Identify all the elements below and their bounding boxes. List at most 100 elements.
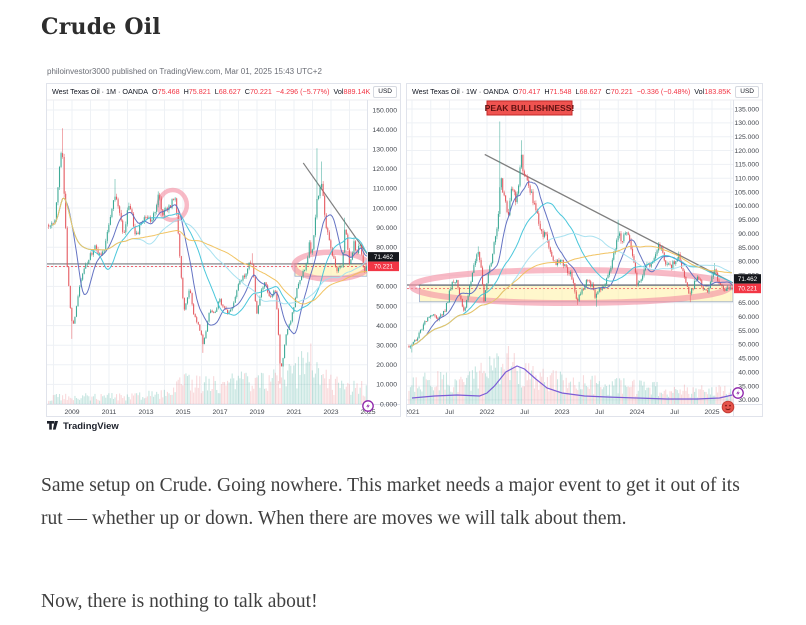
candlestick-layer — [408, 121, 733, 353]
svg-text:70.221: 70.221 — [738, 286, 758, 293]
snapshot-attribution: philoinvestor3000 published on TradingVi… — [47, 67, 322, 76]
y-axis-tick-label: 55.000 — [738, 328, 759, 335]
legend-text: O — [151, 87, 158, 96]
y-axis-tick-label: 110.000 — [735, 176, 759, 183]
axis-layer: 30.000 35.000 40.000 45.000 50.000 55.000 60.0… — [407, 99, 762, 416]
legend-text: O — [512, 87, 519, 96]
y-axis-tick-label: 130.000 — [372, 147, 397, 154]
legend-text: 68.627 — [579, 87, 602, 96]
legend-text: 75.821 — [188, 87, 211, 96]
price-axis-badge: 71.462 — [368, 252, 399, 262]
x-axis-tick-label: 2022 — [479, 409, 494, 416]
y-axis-tick-label: 90.000 — [376, 225, 397, 232]
tradingview-logo-icon — [47, 421, 58, 430]
legend-text: −0.336 (−0.48%) — [636, 87, 691, 96]
legend-text: L — [214, 87, 219, 96]
y-axis-tick-label: 115.000 — [735, 162, 759, 169]
x-axis-tick-label: Jul — [670, 409, 679, 416]
legend-text: 70.417 — [518, 87, 541, 96]
volume-layer — [408, 345, 733, 404]
y-axis-tick-label: 35.000 — [738, 383, 759, 390]
legend-text: 71.548 — [549, 87, 572, 96]
bolt-sticker-icon — [362, 400, 374, 412]
legend-text: L — [575, 87, 580, 96]
legend-text: Vol — [694, 87, 705, 96]
price-axis-badge: 71.462 — [734, 274, 761, 284]
y-axis-tick-label: 30.000 — [376, 343, 397, 350]
legend-text: Vol — [333, 87, 344, 96]
y-axis-tick-label: 105.000 — [734, 189, 759, 196]
x-axis-tick-label: 2023 — [323, 409, 338, 416]
x-axis-tick-label: 2019 — [249, 409, 264, 416]
tradingview-watermark: TradingView — [47, 421, 119, 432]
y-axis-tick-label: 95.000 — [738, 217, 759, 224]
y-axis-tick-label: 110.000 — [373, 186, 397, 193]
y-axis-tick-label: 40.000 — [738, 369, 759, 376]
y-axis-tick-label: 85.000 — [738, 245, 759, 252]
x-axis-tick-label: 2023 — [554, 409, 569, 416]
y-axis-tick-label: 135.000 — [734, 106, 759, 113]
svg-text:70.221: 70.221 — [374, 264, 394, 271]
x-axis-tick-label: Jul — [445, 409, 454, 416]
volume-layer — [48, 343, 367, 404]
legend-text: 889.14K — [343, 87, 371, 96]
y-axis-tick-label: 100.000 — [372, 205, 397, 212]
article-paragraph-2: Now, there is nothing to talk about! — [41, 591, 318, 612]
x-axis-tick-label: 2009 — [64, 409, 79, 416]
currency-label: USD — [373, 86, 397, 98]
face-sticker-icon — [721, 400, 735, 414]
y-axis-tick-label: 45.000 — [738, 356, 759, 363]
legend-text: C — [605, 87, 611, 96]
x-axis-tick-label: 2015 — [175, 409, 190, 416]
monthly-chart-legend: West Texas Oil · 1M · OANDA O75.468 H75.82… — [52, 87, 370, 96]
y-axis-tick-label: 130.000 — [734, 120, 759, 127]
y-axis-tick-label: 30.000 — [738, 397, 759, 404]
currency-label: USD — [735, 86, 759, 98]
legend-text: 183.85K — [704, 87, 732, 96]
y-axis-tick-label: 0.000 — [380, 401, 397, 408]
y-axis-tick-label: 100.000 — [734, 203, 759, 210]
weekly-chart-panel: West Texas Oil · 1W · OANDA O70.417 H71.54… — [406, 83, 763, 417]
legend-text: H — [183, 87, 189, 96]
axis-layer: 0.000 10.000 20.000 30.000 40.000 50.000 60.00… — [47, 99, 400, 416]
legend-text: 70.221 — [249, 87, 272, 96]
price-axis-badge: 70.221 — [368, 261, 399, 272]
y-axis-tick-label: 120.000 — [734, 148, 759, 155]
price-axis-badge: 70.221 — [734, 283, 761, 294]
annotation-over-layer — [47, 162, 367, 282]
legend-text: West Texas Oil · 1M · OANDA — [52, 87, 148, 96]
weekly-chart-svg: 30.000 35.000 40.000 45.000 50.000 55.000 60.0… — [407, 99, 762, 416]
y-axis-tick-label: 90.000 — [738, 231, 759, 238]
chart-snapshot-image[interactable]: philoinvestor3000 published on TradingVi… — [44, 62, 766, 440]
moving-average-layer — [51, 197, 367, 335]
y-axis-tick-label: 65.000 — [738, 300, 759, 307]
peak-bullishness-label: PEAK BULLISHNESS! — [485, 100, 575, 116]
moving-average-layer — [411, 181, 733, 347]
legend-text: West Texas Oil · 1W · OANDA — [412, 87, 509, 96]
svg-text:71.462: 71.462 — [374, 254, 394, 261]
y-axis-tick-label: 125.000 — [734, 134, 759, 141]
legend-text: C — [244, 87, 250, 96]
svg-text:PEAK BULLISHNESS!: PEAK BULLISHNESS! — [485, 103, 575, 113]
x-axis-tick-label: Jul — [595, 409, 604, 416]
x-axis-tick-label: 2024 — [629, 409, 644, 416]
x-axis-tick-label: 2021 — [286, 409, 301, 416]
y-axis-tick-label: 20.000 — [376, 362, 397, 369]
x-axis-tick-label: 2021 — [407, 409, 420, 416]
page-title: Crude Oil — [41, 14, 161, 40]
y-axis-tick-label: 120.000 — [372, 166, 397, 173]
grid-layer — [407, 100, 733, 404]
y-axis-tick-label: 80.000 — [738, 259, 759, 266]
x-axis-tick-label: 2011 — [102, 409, 117, 416]
x-axis-tick-label: 2025 — [360, 409, 375, 416]
x-axis-tick-label: Jul — [520, 409, 529, 416]
legend-text: 75.468 — [157, 87, 180, 96]
article-paragraph-1: Same setup on Crude. Going nowhere. This… — [41, 475, 740, 529]
x-axis-tick-label: 2017 — [212, 409, 227, 416]
y-axis-tick-label: 60.000 — [376, 284, 397, 291]
weekly-chart-legend: West Texas Oil · 1W · OANDA O70.417 H71.54… — [412, 87, 731, 96]
y-axis-tick-label: 140.000 — [372, 127, 397, 134]
x-axis-tick-label: 2025 — [704, 409, 719, 416]
y-axis-tick-label: 50.000 — [738, 342, 759, 349]
legend-text: 68.627 — [218, 87, 241, 96]
